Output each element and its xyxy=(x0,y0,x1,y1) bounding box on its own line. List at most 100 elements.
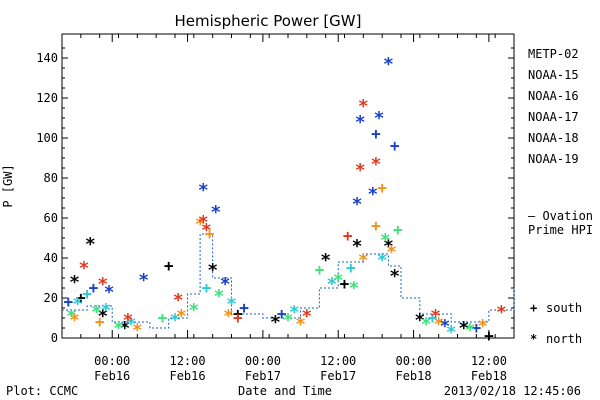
noaa-18-south-point: + xyxy=(95,312,105,331)
y-tick-label: 120 xyxy=(36,91,58,105)
legend-entry-noaa-19: NOAA-19 xyxy=(528,152,579,166)
noaa-17-north-point: * xyxy=(91,302,102,323)
noaa-19-north-point: * xyxy=(496,302,507,323)
noaa-15-north-point: * xyxy=(104,282,115,303)
metp-02-north-point: * xyxy=(352,236,363,257)
noaa-16-north-point: * xyxy=(446,322,457,343)
noaa-15-south-point: + xyxy=(277,304,287,323)
metp-02-north-point: * xyxy=(207,260,218,281)
noaa-19-south-point: + xyxy=(343,226,353,245)
legend-entry-noaa-18: NOAA-18 xyxy=(528,131,579,145)
x-tick-date-label: Feb16 xyxy=(94,369,130,383)
metp-02-north-point: * xyxy=(85,234,96,255)
metp-02-north-point: * xyxy=(383,236,394,257)
x-tick-time-label: 00:00 xyxy=(395,354,431,368)
noaa-19-north-point: * xyxy=(79,258,90,279)
x-tick-time-label: 00:00 xyxy=(245,354,281,368)
x-tick-time-label: 12:00 xyxy=(169,354,205,368)
noaa-19-north-point: * xyxy=(370,154,381,175)
metp-02-south-point: + xyxy=(340,274,350,293)
noaa-15-north-point: * xyxy=(355,112,366,133)
metp-02-north-point: * xyxy=(414,310,425,331)
noaa-15-north-point: * xyxy=(352,194,363,215)
noaa-19-north-point: * xyxy=(97,274,108,295)
x-tick-date-label: Feb18 xyxy=(471,369,507,383)
noaa-19-north-point: * xyxy=(122,310,133,331)
noaa-17-north-point: * xyxy=(113,318,124,339)
noaa-18-north-point: * xyxy=(433,314,444,335)
noaa-18-south-point: + xyxy=(377,178,387,197)
noaa-16-north-point: * xyxy=(72,294,83,315)
noaa-15-north-point: * xyxy=(374,108,385,129)
noaa-16-north-point: * xyxy=(170,310,181,331)
ovation-step-line xyxy=(62,233,515,329)
noaa-19-north-point: * xyxy=(201,220,212,241)
noaa-17-north-point: * xyxy=(421,314,432,335)
noaa-15-north-point: * xyxy=(198,180,209,201)
legend-north-label: north xyxy=(546,332,582,346)
legend-entry-noaa-16: NOAA-16 xyxy=(528,89,579,103)
y-tick-label: 60 xyxy=(44,211,58,225)
noaa-16-south-point: + xyxy=(428,308,438,327)
legend-entry-ovation-line2: Prime HPI xyxy=(528,223,593,237)
x-tick-date-label: Feb17 xyxy=(320,369,356,383)
noaa-15-north-point: * xyxy=(367,184,378,205)
noaa-17-north-point: * xyxy=(214,286,225,307)
y-tick-label: 0 xyxy=(51,331,58,345)
noaa-15-south-point: + xyxy=(390,136,400,155)
x-tick-date-label: Feb16 xyxy=(169,369,205,383)
noaa-17-south-point: + xyxy=(393,220,403,239)
noaa-18-north-point: * xyxy=(132,320,143,341)
noaa-18-north-point: * xyxy=(176,306,187,327)
legend-north-marker: * xyxy=(530,332,537,346)
metp-02-north-point: * xyxy=(270,312,281,333)
noaa-18-south-point: + xyxy=(371,216,381,235)
noaa-17-north-point: * xyxy=(465,320,476,341)
noaa-16-north-point: * xyxy=(101,300,112,321)
noaa-18-north-point: * xyxy=(477,316,488,337)
x-axis-label: Date and Time xyxy=(238,384,332,398)
noaa-18-north-point: * xyxy=(386,242,397,263)
noaa-17-north-point: * xyxy=(333,270,344,291)
legend-entry-ovation-line1: — Ovation xyxy=(528,209,593,223)
noaa-19-north-point: * xyxy=(173,290,184,311)
noaa-19-south-point: + xyxy=(233,308,243,327)
noaa-16-south-point: + xyxy=(346,258,356,277)
noaa-15-north-point: * xyxy=(210,202,221,223)
metp-02-south-point: + xyxy=(164,256,174,275)
plot-timestamp: 2013/02/18 12:45:06 xyxy=(444,384,581,398)
metp-02-north-point: * xyxy=(389,266,400,287)
legend-entry-noaa-15: NOAA-15 xyxy=(528,68,579,82)
legend-south-marker: + xyxy=(530,301,537,315)
noaa-18-north-point: * xyxy=(295,314,306,335)
metp-02-north-point: * xyxy=(69,272,80,293)
noaa-15-north-point: * xyxy=(220,274,231,295)
noaa-16-south-point: + xyxy=(82,284,92,303)
noaa-15-south-point: + xyxy=(239,298,249,317)
noaa-18-north-point: * xyxy=(223,306,234,327)
x-tick-date-label: Feb18 xyxy=(395,369,431,383)
noaa-17-south-point: + xyxy=(315,260,325,279)
y-tick-label: 80 xyxy=(44,171,58,185)
metp-02-north-point: * xyxy=(119,318,130,339)
noaa-17-north-point: * xyxy=(188,300,199,321)
metp-02-south-point: + xyxy=(76,288,86,307)
noaa-18-north-point: * xyxy=(195,214,206,235)
noaa-19-north-point: * xyxy=(430,306,441,327)
y-tick-label: 40 xyxy=(44,251,58,265)
noaa-15-north-point: * xyxy=(383,54,394,75)
ovation-prime-hpi-series xyxy=(62,233,515,329)
noaa-18-north-point: * xyxy=(358,250,369,271)
x-tick-time-label: 12:00 xyxy=(471,354,507,368)
noaa-19-north-point: * xyxy=(301,306,312,327)
noaa-16-north-point: * xyxy=(226,294,237,315)
y-tick-label: 100 xyxy=(36,131,58,145)
plot-frame xyxy=(61,33,515,339)
legend-entry-metp-02: METP-02 xyxy=(528,47,579,61)
y-axis: 0 20 40 60 80 100 120 140 xyxy=(36,47,514,345)
noaa-19-north-point: * xyxy=(358,96,369,117)
metp-02-south-point: + xyxy=(484,326,494,345)
y-tick-label: 140 xyxy=(36,51,58,65)
scatter-points: +****+ *+ **+* *** * +++ *****+ +***+**+* +*+** *… xyxy=(63,54,506,345)
